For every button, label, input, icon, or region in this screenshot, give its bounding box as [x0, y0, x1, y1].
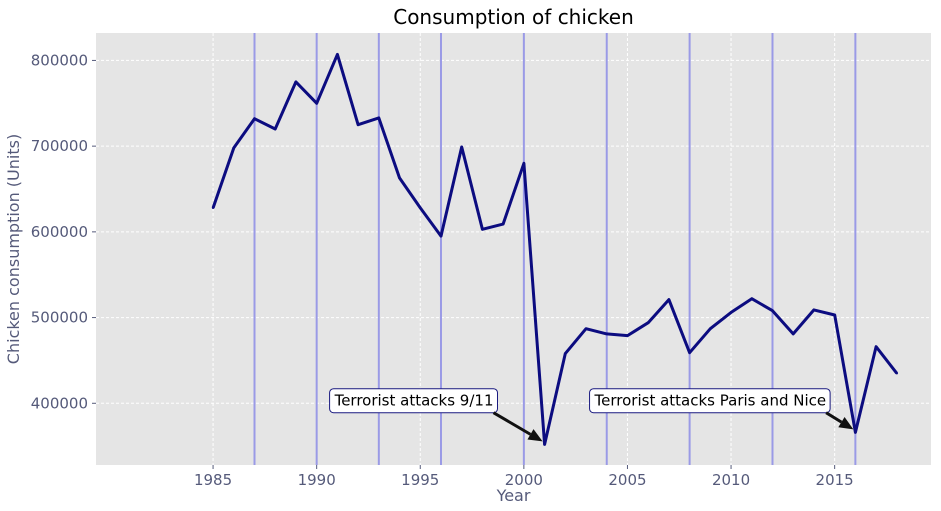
chart-title: Consumption of chicken: [393, 5, 634, 29]
data-point: [460, 145, 463, 149]
annotation-text: Terrorist attacks Paris and Nice: [594, 392, 827, 410]
y-tick-label: 800000: [31, 51, 88, 69]
data-point: [605, 332, 608, 336]
data-point: [667, 298, 671, 301]
data-point: [315, 102, 318, 105]
data-point: [211, 206, 215, 210]
x-tick-label: 2000: [505, 471, 543, 489]
x-axis-label: Year: [496, 486, 531, 505]
x-tick-label: 2010: [712, 471, 750, 489]
data-point: [439, 234, 443, 238]
y-axis-ticks: 400000 500000 600000 700000 800000: [31, 51, 96, 412]
x-tick-label: 1985: [194, 471, 232, 489]
data-point: [377, 116, 381, 120]
x-tick-label: 1990: [298, 471, 336, 489]
annotation-arrow-shaft: [825, 411, 843, 424]
data-point: [688, 351, 691, 354]
annotation-box: [589, 388, 831, 414]
series-group: [211, 52, 899, 446]
data-point: [646, 321, 650, 324]
annotation-box: [329, 388, 498, 414]
data-point: [398, 176, 401, 180]
annotation-text: Terrorist attacks 9/11: [334, 392, 494, 410]
data-point: [232, 146, 235, 150]
y-tick-label: 600000: [31, 223, 88, 241]
annotation-arrow-head: [838, 416, 854, 430]
annotation: Terrorist attacks 9/11: [329, 388, 543, 442]
y-tick-label: 400000: [31, 394, 88, 412]
data-point: [709, 327, 712, 330]
data-point: [771, 309, 774, 312]
x-tick-label: 1995: [401, 471, 439, 489]
data-point: [522, 162, 526, 165]
annotations: Terrorist attacks 9/11 Terrorist attacks …: [329, 388, 854, 442]
data-point: [792, 332, 795, 336]
series-line: [211, 52, 898, 446]
data-point: [812, 308, 816, 312]
data-point: [336, 53, 339, 56]
data-point: [895, 372, 899, 375]
data-point: [854, 431, 857, 434]
annotation: Terrorist attacks Paris and Nice: [589, 388, 854, 430]
data-point: [584, 327, 588, 330]
data-point: [626, 334, 629, 337]
y-tick-label: 500000: [31, 309, 88, 327]
data-point: [729, 311, 733, 314]
annotation-arrow-shaft: [492, 411, 532, 436]
data-point: [481, 228, 484, 231]
data-point: [274, 127, 277, 131]
annotation-arrow-head: [527, 429, 543, 442]
data-point: [501, 222, 505, 226]
data-point: [564, 352, 567, 355]
data-point: [356, 123, 360, 126]
x-axis-ticks: 1985 1990 1995 2000 2005 2010 2015: [194, 465, 854, 489]
data-point: [750, 297, 753, 300]
data-point: [253, 117, 256, 120]
data-point: [833, 313, 836, 317]
data-point: [294, 80, 298, 84]
data-point: [543, 443, 546, 446]
x-tick-label: 2005: [608, 471, 646, 489]
y-axis-label: Chicken consumption (Units): [4, 134, 23, 364]
data-point: [419, 206, 422, 210]
y-tick-label: 700000: [31, 137, 88, 155]
data-point: [874, 345, 878, 348]
x-tick-label: 2015: [816, 471, 854, 489]
